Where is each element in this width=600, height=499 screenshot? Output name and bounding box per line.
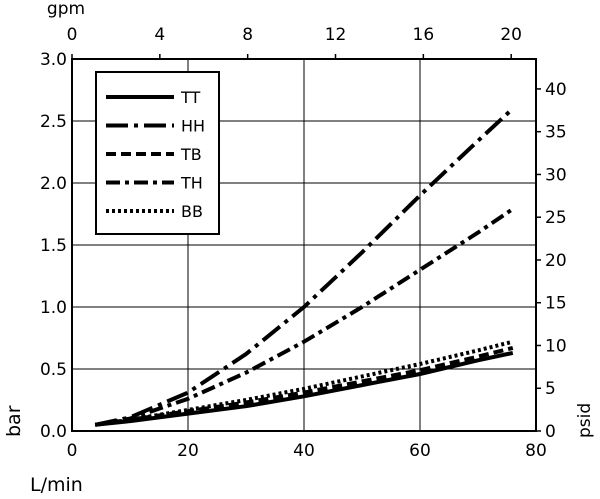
y2-tick-label: 10 (545, 336, 567, 356)
y2-axis-label: psid (575, 403, 595, 438)
x-axis-label: L/min (30, 474, 83, 496)
x-tick-label: 0 (67, 441, 78, 461)
y2-tick-label: 40 (545, 80, 567, 100)
legend-label-th: TH (180, 174, 203, 193)
x2-tick-label: 20 (500, 25, 522, 45)
x2-tick-label: 16 (413, 25, 435, 45)
x2-tick-label: 8 (242, 25, 253, 45)
series-line-hh (94, 107, 515, 427)
x2-axis-label: gpm (47, 0, 85, 19)
x-tick-label: 80 (525, 441, 547, 461)
series-line-bb (94, 339, 514, 427)
y2-tick-label: 30 (545, 165, 567, 185)
x-tick-labels: 0 20 40 60 80 (67, 441, 547, 461)
x-tick-label: 20 (177, 441, 199, 461)
y-tick-label: 2.0 (40, 174, 67, 194)
y-tick-label: 2.5 (40, 112, 67, 132)
legend-label-tb: TB (180, 145, 202, 164)
y-tick-label: 0.0 (40, 422, 67, 442)
y2-tick-label: 15 (545, 294, 567, 314)
y-tick-label: 1.0 (40, 298, 67, 318)
y-tick-label: 3.0 (40, 50, 67, 70)
legend-label-bb: BB (181, 202, 203, 221)
x2-tick-label: 4 (154, 25, 165, 45)
series-line-th (94, 207, 514, 427)
y-tick-labels: 0.0 0.5 1.0 1.5 2.0 2.5 3.0 (40, 50, 67, 442)
y-axis-label: bar (3, 405, 25, 437)
legend-label-tt: TT (180, 88, 200, 107)
y-tick-label: 1.5 (40, 236, 67, 256)
legend-label-hh: HH (181, 117, 205, 136)
x2-tick-label: 12 (325, 25, 347, 45)
y2-tick-label: 35 (545, 123, 567, 143)
x2-tick-labels: 0 4 8 12 16 20 (67, 25, 522, 59)
x2-tick-label: 0 (67, 25, 78, 45)
y2-tick-labels: 0 5 10 15 20 25 30 35 40 (536, 80, 567, 442)
y2-tick-label: 0 (545, 422, 556, 442)
y2-tick-label: 5 (545, 379, 556, 399)
series-layer (94, 107, 515, 427)
y2-tick-label: 25 (545, 208, 567, 228)
x-tick-label: 40 (293, 441, 315, 461)
plot-frame (71, 58, 537, 432)
y-tick-label: 0.5 (40, 360, 67, 380)
y2-tick-label: 20 (545, 251, 567, 271)
legend: TT HH TB TH BB (95, 71, 220, 235)
x-tick-label: 60 (409, 441, 431, 461)
